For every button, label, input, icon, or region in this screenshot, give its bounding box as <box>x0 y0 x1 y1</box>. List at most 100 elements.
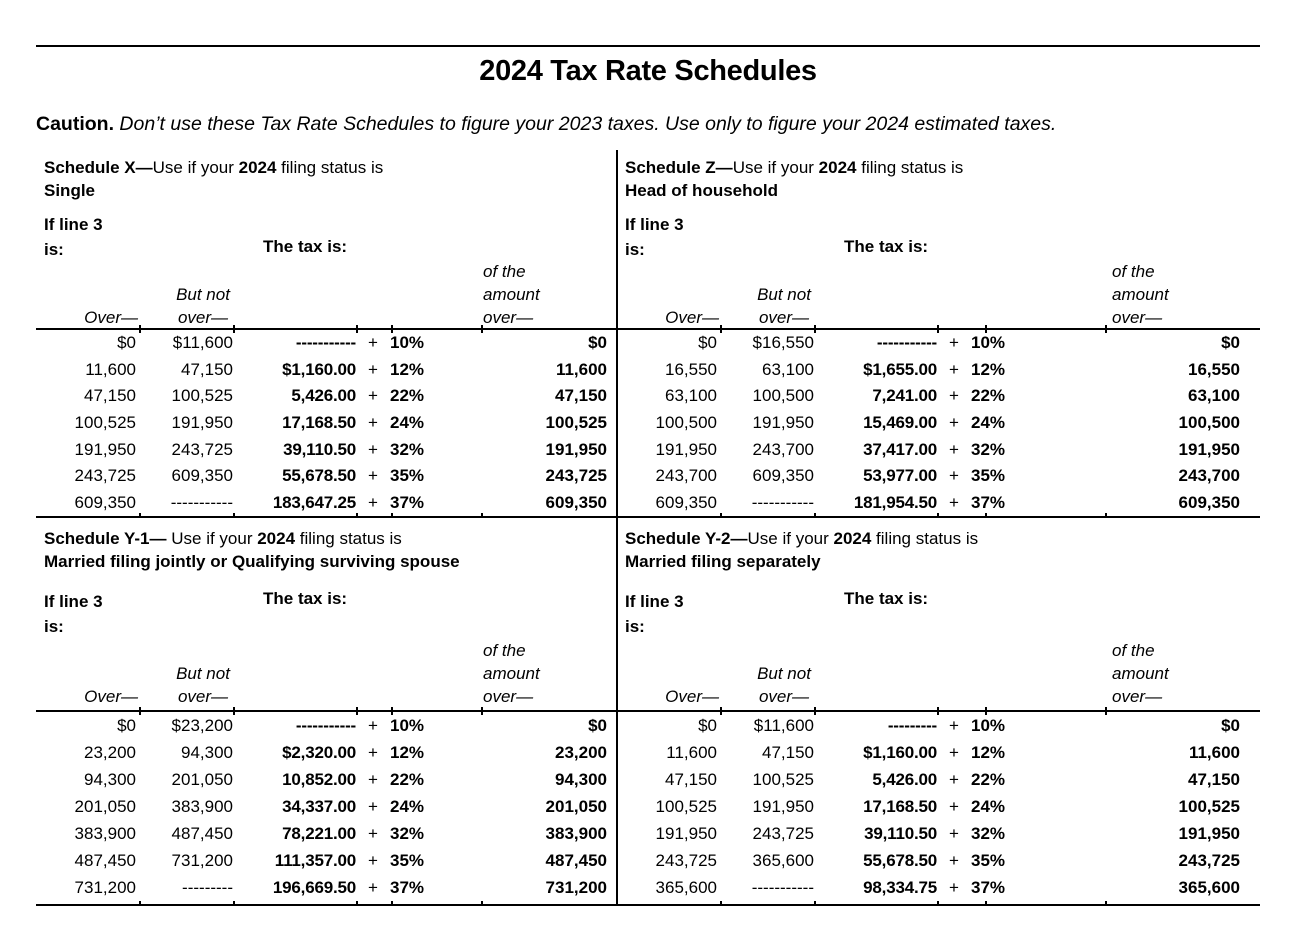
column-tick <box>356 901 358 906</box>
over-label: Over— <box>84 308 138 327</box>
schedule-x-section: Schedule X—Use if your 2024 filing statu… <box>36 150 617 518</box>
schedule-title-bold: Schedule Z— <box>625 158 733 177</box>
rate-table-body: $0 $16,550 ----------- +10% $0 16,550 63,100 $1… <box>617 330 1260 516</box>
of-the-amount-over-label: of the amount over— <box>483 641 540 706</box>
tax-base-value: $1,160.00 <box>863 742 937 762</box>
column-tick <box>233 901 235 906</box>
over-value: 383,900 <box>74 824 136 844</box>
table-row: 609,350 ----------- 183,647.25 +37% 609,350 <box>36 493 617 513</box>
column-tick <box>720 513 722 518</box>
caution-text: Don’t use these Tax Rate Schedules to fi… <box>114 113 1057 135</box>
plus-sign: + <box>949 851 959 871</box>
rate-value: 24% <box>971 412 1006 432</box>
column-tick <box>814 325 816 333</box>
header-rule <box>617 707 1260 715</box>
rate-table-body: $0 $23,200 ----------- +10% $0 23,200 94,300 $2… <box>36 712 617 902</box>
over-value: 731,200 <box>74 878 136 898</box>
excess-over-value: 383,900 <box>545 824 607 844</box>
over-label: Over— <box>665 687 719 706</box>
rate-value: 32% <box>390 824 425 844</box>
schedule-title-suffix: filing status is <box>276 158 384 177</box>
table-row: 243,700 609,350 53,977.00 +35% 243,700 <box>617 466 1260 486</box>
column-tick <box>937 901 939 906</box>
tax-base-value: ----------- <box>295 715 356 735</box>
column-tick <box>391 901 393 906</box>
rate-value: 37% <box>390 492 425 512</box>
table-row: 11,600 47,150 $1,160.00 +12% 11,600 <box>36 360 617 380</box>
plus-sign: + <box>368 796 378 816</box>
but-not-over-label: But not over— <box>757 664 811 706</box>
but-not-over-value: 243,725 <box>752 824 814 844</box>
rate-value: 12% <box>971 359 1006 379</box>
but-not-over-value: --------- <box>182 878 233 898</box>
column-tick <box>356 513 358 518</box>
but-not-over-value: 191,950 <box>171 412 233 432</box>
table-row: $0 $11,600 ----------- +10% $0 <box>36 333 617 353</box>
tax-base-value: 55,678.50 <box>863 851 937 871</box>
schedule-header: Schedule Y-2—Use if your 2024 filing sta… <box>617 518 1260 710</box>
plus-sign: + <box>949 878 959 898</box>
plus-sign: + <box>949 359 959 379</box>
table-row: 11,600 47,150 $1,160.00 +12% 11,600 <box>617 743 1260 763</box>
excess-over-value: 365,600 <box>1178 878 1240 898</box>
but-not-over-value: 191,950 <box>752 412 814 432</box>
plus-sign: + <box>949 492 959 512</box>
column-tick <box>985 513 987 518</box>
rate-value: 12% <box>390 742 425 762</box>
over-value: 100,525 <box>655 796 717 816</box>
table-row: 16,550 63,100 $1,655.00 +12% 16,550 <box>617 360 1260 380</box>
over-value: 487,450 <box>74 851 136 871</box>
tax-base-value: 17,168.50 <box>863 796 937 816</box>
but-not-over-value: ----------- <box>751 878 814 898</box>
rate-table-body: $0 $11,600 --------- +10% $0 11,600 47,150 $1,1… <box>617 712 1260 902</box>
rate-value: 37% <box>971 878 1006 898</box>
excess-over-value: 11,600 <box>555 359 607 379</box>
column-tick <box>814 513 816 518</box>
tax-base-value: 15,469.00 <box>863 412 937 432</box>
excess-over-value: 11,600 <box>1188 742 1240 762</box>
excess-over-value: 191,950 <box>1178 824 1240 844</box>
tax-base-value: 39,110.50 <box>864 824 937 844</box>
table-row: 94,300 201,050 10,852.00 +22% 94,300 <box>36 770 617 790</box>
column-tick <box>1105 901 1107 906</box>
excess-over-value: 47,150 <box>1188 769 1240 789</box>
caution-note: Caution. Don’t use these Tax Rate Schedu… <box>36 112 1266 136</box>
table-row: 47,150 100,525 5,426.00 +22% 47,150 <box>36 386 617 406</box>
excess-over-value: 16,550 <box>1188 359 1240 379</box>
bottom-rule <box>36 901 617 906</box>
excess-over-value: 23,200 <box>555 742 607 762</box>
plus-sign: + <box>949 715 959 735</box>
schedule-title-bold: Schedule X— <box>44 158 153 177</box>
over-value: $0 <box>698 333 717 353</box>
filing-status: Head of household <box>625 181 778 200</box>
plus-sign: + <box>949 333 959 353</box>
rate-value: 22% <box>971 386 1006 406</box>
table-row: 100,525 191,950 17,168.50 +24% 100,525 <box>36 413 617 433</box>
column-tick <box>391 707 393 715</box>
tax-base-value: 34,337.00 <box>282 796 356 816</box>
over-value: 47,150 <box>665 769 717 789</box>
over-value: 16,550 <box>665 359 717 379</box>
over-value: 63,100 <box>665 386 717 406</box>
but-not-over-label: But not over— <box>176 664 230 706</box>
table-row: 47,150 100,525 5,426.00 +22% 47,150 <box>617 770 1260 790</box>
page-title: 2024 Tax Rate Schedules <box>479 55 817 87</box>
bottom-rule <box>617 901 1260 906</box>
filing-status: Married filing jointly or Qualifying sur… <box>44 552 460 571</box>
plus-sign: + <box>368 333 378 353</box>
schedule-title-mid: Use if your <box>166 529 258 548</box>
but-not-over-value: $11,600 <box>753 715 814 735</box>
table-row: 63,100 100,500 7,241.00 +22% 63,100 <box>617 386 1260 406</box>
rate-value: 22% <box>390 769 425 789</box>
tax-base-value: $1,160.00 <box>282 359 356 379</box>
plus-sign: + <box>368 769 378 789</box>
but-not-over-value: $16,550 <box>752 333 814 353</box>
but-not-over-value: 100,525 <box>752 769 814 789</box>
tax-base-value: 98,334.75 <box>863 878 937 898</box>
table-row: 191,950 243,725 39,110.50 +32% 191,950 <box>36 440 617 460</box>
rate-value: 22% <box>971 769 1006 789</box>
rate-value: 37% <box>390 878 425 898</box>
excess-over-value: 609,350 <box>545 492 607 512</box>
if-line-3-label: If line 3 is: <box>625 592 684 636</box>
over-value: 100,500 <box>655 412 717 432</box>
